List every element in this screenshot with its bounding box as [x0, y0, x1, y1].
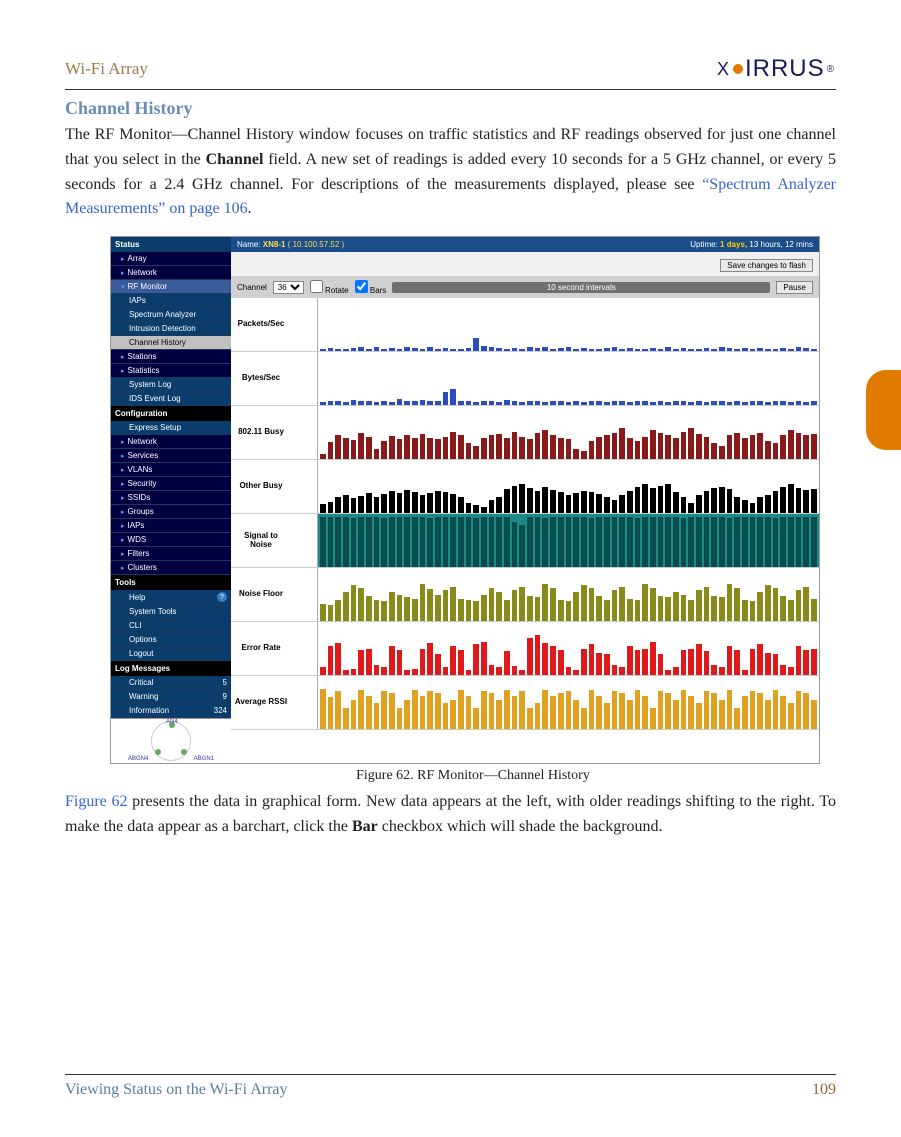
- nav-syslog[interactable]: System Log: [111, 378, 231, 392]
- chart-label: Bytes/Sec: [231, 352, 291, 405]
- nav-security[interactable]: ▸Security: [111, 477, 231, 491]
- below-paragraph: Figure 62 presents the data in graphical…: [65, 790, 836, 840]
- figure-62: Status ▸Array ▸Network ▾RF Monitor IAPs …: [110, 236, 836, 784]
- ap-diagram: AN4 ABGN4 ABGN1: [111, 718, 231, 763]
- side-tab: [866, 370, 901, 450]
- nav-wds[interactable]: ▸WDS: [111, 533, 231, 547]
- screenshot: Status ▸Array ▸Network ▾RF Monitor IAPs …: [110, 236, 820, 764]
- intro-paragraph: The RF Monitor—Channel History window fo…: [65, 123, 836, 222]
- page-number: 109: [812, 1081, 836, 1099]
- header-title: Wi-Fi Array: [65, 59, 148, 79]
- nav-channel-history[interactable]: Channel History: [111, 336, 231, 350]
- channel-select[interactable]: 36: [273, 281, 304, 294]
- name-value: XN8-1: [263, 240, 286, 249]
- chart-label: Noise Floor: [231, 568, 291, 621]
- nav-intrusion[interactable]: Intrusion Detection: [111, 322, 231, 336]
- status-header: Status: [111, 237, 231, 252]
- log-critical[interactable]: Critical5: [111, 676, 231, 690]
- nav-cli[interactable]: CLI: [111, 619, 231, 633]
- chart-label: Error Rate: [231, 622, 291, 675]
- nav-network[interactable]: ▸Network: [111, 266, 231, 280]
- toolbar: Channel 36 Rotate Bars 10 second interva…: [231, 277, 819, 298]
- chart-4: Signal to Noise 300: [231, 514, 819, 568]
- chart-5: Noise Floor -70-95: [231, 568, 819, 622]
- log-warning[interactable]: Warning9: [111, 690, 231, 704]
- nav-array[interactable]: ▸Array: [111, 252, 231, 266]
- section-title: Channel History: [65, 98, 836, 119]
- chart-area: 100%0%: [317, 460, 819, 513]
- nav-services[interactable]: ▸Services: [111, 449, 231, 463]
- nav-groups[interactable]: ▸Groups: [111, 505, 231, 519]
- nav-systools[interactable]: System Tools: [111, 605, 231, 619]
- chart-label: Average RSSI: [231, 676, 291, 729]
- chart-1: Bytes/Sec 1M0: [231, 352, 819, 406]
- nav-options[interactable]: Options: [111, 633, 231, 647]
- pause-button[interactable]: Pause: [776, 281, 813, 294]
- chart-6: Error Rate 100%0%: [231, 622, 819, 676]
- page-header: Wi-Fi Array XIRRUS®: [65, 55, 836, 90]
- brand-logo: XIRRUS®: [717, 55, 836, 83]
- logmsg-header: Log Messages: [111, 661, 231, 676]
- chart-0: Packets/Sec 10K0: [231, 298, 819, 352]
- main-panel: Name: XN8-1 ( 10.100.57.52 ) Uptime: 1 d…: [231, 237, 819, 763]
- nav-stations[interactable]: ▸Stations: [111, 350, 231, 364]
- nav-statistics[interactable]: ▸Statistics: [111, 364, 231, 378]
- chart-label: Signal to Noise: [231, 514, 291, 567]
- nav-logout[interactable]: Logout: [111, 647, 231, 661]
- nav-clusters[interactable]: ▸Clusters: [111, 561, 231, 575]
- interval-label: 10 second intervals: [392, 282, 770, 293]
- nav-network2[interactable]: ▸Network: [111, 435, 231, 449]
- save-button[interactable]: Save changes to flash: [720, 259, 813, 272]
- nav-iaps[interactable]: IAPs: [111, 294, 231, 308]
- chart-label: Packets/Sec: [231, 298, 291, 351]
- chart-label: Other Busy: [231, 460, 291, 513]
- footer-text: Viewing Status on the Wi-Fi Array: [65, 1081, 288, 1099]
- chart-7: Average RSSI -30-95: [231, 676, 819, 730]
- nav-help[interactable]: Help?: [111, 590, 231, 605]
- below-end: checkbox which will shade the background…: [378, 818, 663, 835]
- log-info[interactable]: Information324: [111, 704, 231, 718]
- bars-checkbox[interactable]: Bars: [355, 280, 387, 295]
- nav-iaps2[interactable]: ▸IAPs: [111, 519, 231, 533]
- ip-value: ( 10.100.57.52 ): [288, 240, 344, 249]
- nav-vlans[interactable]: ▸VLANs: [111, 463, 231, 477]
- chart-area: 300: [317, 514, 819, 567]
- nav-filters[interactable]: ▸Filters: [111, 547, 231, 561]
- figure-link[interactable]: Figure 62: [65, 793, 127, 810]
- chart-area: 100%0%: [317, 406, 819, 459]
- topbar: Name: XN8-1 ( 10.100.57.52 ) Uptime: 1 d…: [231, 237, 819, 252]
- chart-area: -30-95: [317, 676, 819, 729]
- chart-area: 10K0: [317, 298, 819, 351]
- chart-3: Other Busy 100%0%: [231, 460, 819, 514]
- channel-label: Channel: [237, 283, 267, 292]
- tools-header: Tools: [111, 575, 231, 590]
- chart-area: 100%0%: [317, 622, 819, 675]
- below-bold: Bar: [352, 818, 378, 835]
- status-sidebar: Status ▸Array ▸Network ▾RF Monitor IAPs …: [111, 237, 231, 763]
- intro-bold: Channel: [206, 151, 264, 168]
- figure-caption: Figure 62. RF Monitor—Channel History: [110, 768, 836, 784]
- nav-express[interactable]: Express Setup: [111, 421, 231, 435]
- rotate-checkbox[interactable]: Rotate: [310, 280, 349, 295]
- nav-ssids[interactable]: ▸SSIDs: [111, 491, 231, 505]
- save-row: Save changes to flash: [231, 252, 819, 277]
- uptime: Uptime: 1 days, 13 hours, 12 mins: [690, 240, 813, 249]
- config-header: Configuration: [111, 406, 231, 421]
- chart-label: 802.11 Busy: [231, 406, 291, 459]
- page-footer: Viewing Status on the Wi-Fi Array 109: [65, 1074, 836, 1099]
- charts: Packets/Sec 10K0 Bytes/Sec 1M0 802.11 Busy 10…: [231, 298, 819, 730]
- nav-idslog[interactable]: IDS Event Log: [111, 392, 231, 406]
- nav-rf-monitor[interactable]: ▾RF Monitor: [111, 280, 231, 294]
- name-label: Name:: [237, 240, 261, 249]
- intro-text-c: .: [248, 200, 252, 217]
- nav-spectrum[interactable]: Spectrum Analyzer: [111, 308, 231, 322]
- chart-area: 1M0: [317, 352, 819, 405]
- chart-area: -70-95: [317, 568, 819, 621]
- chart-2: 802.11 Busy 100%0%: [231, 406, 819, 460]
